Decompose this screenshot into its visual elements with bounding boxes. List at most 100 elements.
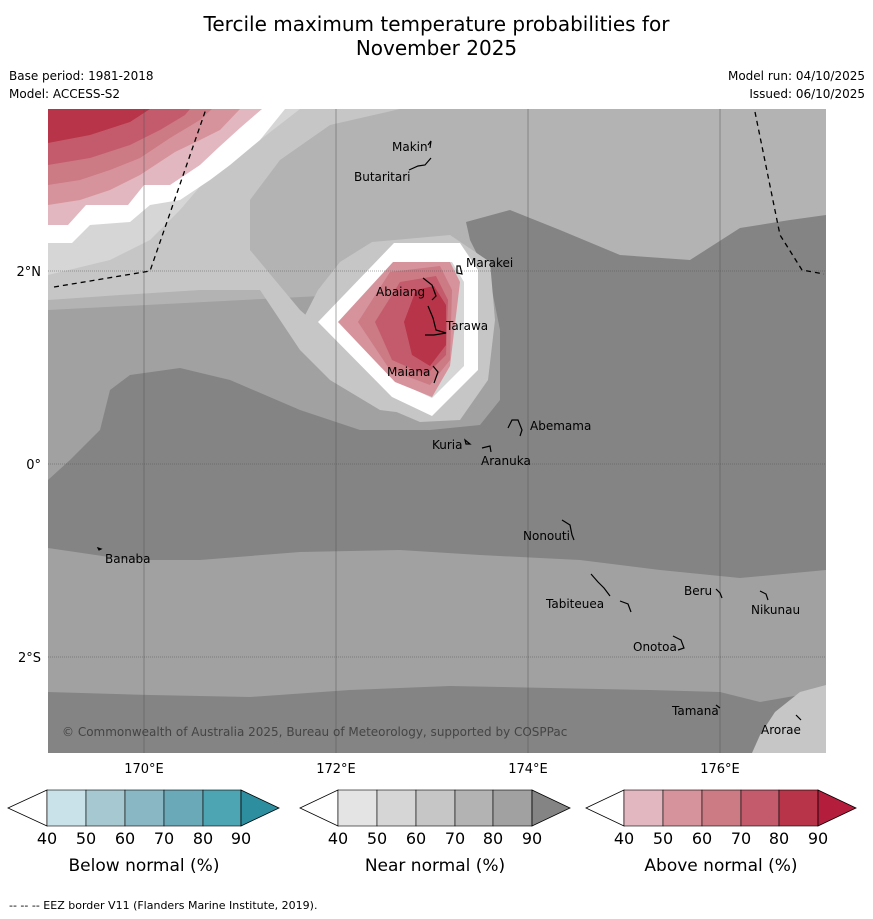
label-banaba: Banaba (105, 552, 151, 566)
island-tamana-outline (715, 704, 721, 709)
legend-near-extend-high (531, 789, 571, 827)
legend-near-tick-60: 60 (406, 829, 426, 848)
legend-above-tick-60: 60 (692, 829, 712, 848)
island-tabiteuea-outline (590, 573, 632, 613)
legend-near-tick-90: 90 (522, 829, 542, 848)
legend-below-tick-50: 50 (76, 829, 96, 848)
legend-above-tick-70: 70 (731, 829, 751, 848)
legend-above-tick-40: 40 (614, 829, 634, 848)
axis-labels: 2°N 0° 2°S 170°E 172°E 174°E 176°E (17, 265, 740, 777)
legend-below-cell-50 (85, 789, 126, 827)
island-labels: Makin Butaritari Marakei Abaiang Tarawa … (105, 140, 801, 737)
legend-below-extend-high (240, 789, 280, 827)
island-marakei-outline (456, 265, 463, 275)
island-abemama-outline (507, 419, 523, 437)
label-butaritari: Butaritari (354, 170, 411, 184)
shade-near-90-main (48, 210, 826, 578)
label-aranuka: Aranuka (481, 454, 531, 468)
legend-above-cell-80 (778, 789, 819, 827)
lon-label-172: 172°E (316, 762, 356, 777)
eez-borders (53, 108, 825, 288)
shade-near-90-bottom (48, 686, 826, 753)
label-tamana: Tamana (671, 704, 719, 718)
island-banaba-outline (96, 546, 103, 551)
lat-label-2s: 2°S (18, 651, 41, 666)
legend-near-cell-50 (376, 789, 417, 827)
island-nikunau-outline (759, 590, 769, 601)
meta-left: Base period: 1981-2018 Model: ACCESS-S2 (9, 67, 154, 103)
model-run: Model run: 04/10/2025 (727, 69, 865, 83)
legend-below-cell-60 (124, 789, 165, 827)
legend-near: 40 50 60 70 80 90 Near normal (%) (299, 789, 571, 876)
title-line-1: Tercile maximum temperature probabilitie… (203, 12, 670, 36)
base-period: Base period: 1981-2018 (9, 69, 154, 83)
label-abemama: Abemama (530, 419, 591, 433)
label-kuria: Kuria (432, 438, 463, 452)
legend-above-cell-60 (701, 789, 742, 827)
legend-above: 40 50 60 70 80 90 Above normal (%) (585, 789, 857, 876)
legend-below-extend-low (7, 789, 48, 827)
legend-near-cell-80 (492, 789, 533, 827)
label-nikunau: Nikunau (751, 603, 800, 617)
legend-near-label: Near normal (%) (365, 856, 505, 876)
legend-near-tick-50: 50 (367, 829, 387, 848)
island-butaritari-outline (408, 157, 432, 171)
legend-below-tick-90: 90 (231, 829, 251, 848)
meta-right: Model run: 04/10/2025 Issued: 06/10/2025 (728, 67, 865, 103)
lon-label-170: 170°E (124, 762, 164, 777)
shade-near-60-corner (752, 685, 826, 753)
lon-label-174: 174°E (508, 762, 548, 777)
island-beru-outline (715, 588, 723, 599)
island-makin-outline (427, 140, 432, 149)
lon-label-176: 176°E (700, 762, 740, 777)
legend-near-tick-80: 80 (483, 829, 503, 848)
legend-near-extend-low (299, 789, 339, 827)
issued-date: Issued: 06/10/2025 (749, 87, 865, 101)
island-tarawa-outline (425, 305, 447, 336)
label-maiana: Maiana (387, 365, 430, 379)
island-onotoa-outline (672, 635, 685, 651)
lat-label-0: 0° (26, 458, 41, 473)
legend-above-extend-low (585, 789, 625, 827)
label-beru: Beru (684, 584, 712, 598)
legend-below-label: Below normal (%) (69, 856, 220, 876)
island-abaiang-outline (422, 277, 437, 301)
legend-above-tick-50: 50 (653, 829, 673, 848)
shade-above-90 (404, 286, 446, 366)
lat-label-2n: 2°N (17, 265, 42, 280)
title-line-2: November 2025 (355, 36, 518, 60)
eez-footnote: -- -- -- EEZ border V11 (Flanders Marine… (9, 899, 318, 912)
legend-near-cell-60 (415, 789, 456, 827)
eez-border-west (53, 108, 207, 288)
legend-near-tick-70: 70 (445, 829, 465, 848)
shade-above-90-corner (48, 109, 150, 143)
islands (96, 140, 802, 721)
island-nonouti-outline (561, 519, 575, 541)
label-abaiang: Abaiang (376, 285, 425, 299)
legend-below-cell-70 (163, 789, 204, 827)
legend-below-tick-40: 40 (37, 829, 57, 848)
copyright-text: © Commonwealth of Australia 2025, Bureau… (62, 725, 567, 739)
island-aranuka-outline (481, 445, 492, 453)
label-tarawa: Tarawa (445, 319, 488, 333)
label-onotoa: Onotoa (633, 640, 677, 654)
legend-below-tick-60: 60 (115, 829, 135, 848)
label-makin: Makin (392, 140, 428, 154)
legend-below-tick-80: 80 (193, 829, 213, 848)
legend-above-cell-50 (662, 789, 703, 827)
island-arorae-outline (795, 714, 802, 721)
legend-near-cell-40 (337, 789, 378, 827)
label-tabiteuea: Tabiteuea (545, 597, 604, 611)
legend-below: 40 50 60 70 80 90 Below normal (%) (7, 789, 280, 876)
island-kuria-outline (463, 438, 472, 445)
legend-near-tick-40: 40 (328, 829, 348, 848)
probability-shading (48, 109, 826, 753)
legend-above-tick-90: 90 (808, 829, 828, 848)
legend-near-cell-70 (454, 789, 494, 827)
island-maiana-outline (432, 365, 439, 384)
legend-above-extend-high (817, 789, 857, 827)
legend-above-label: Above normal (%) (644, 856, 797, 876)
legend-above-cell-40 (623, 789, 664, 827)
colorbar-legends: 40 50 60 70 80 90 Below normal (%) 40 50 60 70 80 90… (7, 789, 857, 876)
